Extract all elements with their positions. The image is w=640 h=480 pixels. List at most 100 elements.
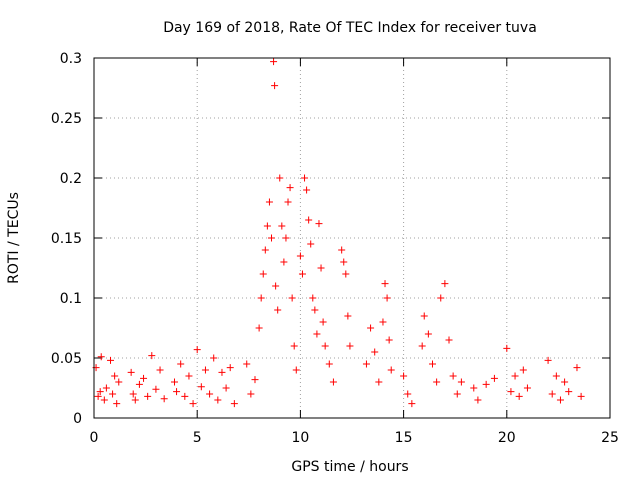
data-point — [404, 390, 412, 398]
data-point — [325, 360, 333, 368]
data-point — [552, 372, 560, 380]
y-tick-label: 0 — [73, 411, 82, 427]
data-point — [548, 390, 556, 398]
data-point — [296, 252, 304, 260]
data-point — [303, 186, 311, 194]
data-point — [449, 372, 457, 380]
data-point — [315, 220, 323, 228]
y-tick-label: 0.15 — [51, 231, 82, 247]
data-point — [362, 360, 370, 368]
data-point — [383, 294, 391, 302]
data-point — [313, 330, 321, 338]
y-tick-label: 0.3 — [60, 51, 82, 67]
data-point — [226, 364, 234, 372]
data-point — [470, 384, 478, 392]
data-point — [111, 372, 119, 380]
data-point — [152, 385, 160, 393]
data-point — [131, 396, 139, 404]
data-point — [309, 294, 317, 302]
data-point — [474, 396, 482, 404]
data-point — [298, 270, 306, 278]
data-point — [270, 58, 278, 66]
data-point — [201, 366, 209, 374]
data-point — [482, 380, 490, 388]
data-point — [170, 378, 178, 386]
data-point — [278, 222, 286, 230]
y-axis-label: ROTI / TECUs — [6, 192, 22, 284]
data-point — [441, 280, 449, 288]
data-point — [344, 312, 352, 320]
data-point — [263, 222, 271, 230]
data-point — [544, 356, 552, 364]
data-point — [102, 384, 110, 392]
data-point — [274, 306, 282, 314]
data-point — [387, 366, 395, 374]
data-point — [385, 336, 393, 344]
data-point — [428, 360, 436, 368]
data-point — [272, 282, 280, 290]
x-axis-label: GPS time / hours — [291, 459, 408, 475]
x-tick-label: 15 — [395, 430, 413, 446]
data-point — [307, 240, 315, 248]
grid — [94, 58, 610, 418]
data-point — [280, 258, 288, 266]
data-point — [247, 390, 255, 398]
data-point — [511, 372, 519, 380]
data-point — [453, 390, 461, 398]
data-point — [276, 174, 284, 182]
data-point — [292, 366, 300, 374]
data-point — [573, 364, 581, 372]
data-point — [206, 390, 214, 398]
data-point — [503, 344, 511, 352]
data-point — [319, 318, 327, 326]
data-point — [290, 342, 298, 350]
data-point — [109, 390, 117, 398]
data-point — [189, 400, 197, 408]
data-point — [424, 330, 432, 338]
data-point — [418, 342, 426, 350]
data-point — [140, 374, 148, 382]
data-point — [181, 392, 189, 400]
plot-frame — [93, 57, 611, 419]
y-tick-label: 0.25 — [51, 111, 82, 127]
data-point — [561, 378, 569, 386]
data-point — [271, 82, 279, 90]
data-point — [519, 366, 527, 374]
data-point — [251, 376, 259, 384]
data-point — [340, 258, 348, 266]
data-point — [257, 294, 265, 302]
x-tick-label: 25 — [601, 430, 619, 446]
data-point — [379, 318, 387, 326]
data-point — [490, 374, 498, 382]
data-point — [144, 392, 152, 400]
data-point — [507, 388, 515, 396]
data-point — [222, 384, 230, 392]
data-point — [338, 246, 346, 254]
data-point — [197, 383, 205, 391]
data-point — [311, 306, 319, 314]
data-point — [321, 342, 329, 350]
data-point — [420, 312, 428, 320]
data-point — [261, 246, 269, 254]
data-point — [282, 234, 290, 242]
data-point — [148, 352, 156, 360]
data-point — [375, 378, 383, 386]
data-point — [127, 368, 135, 376]
data-point — [288, 294, 296, 302]
data-point — [135, 380, 143, 388]
data-point — [115, 378, 123, 386]
data-point — [342, 270, 350, 278]
x-tick-label: 10 — [291, 430, 309, 446]
chart-title: Day 169 of 2018, Rate Of TEC Index for r… — [163, 20, 537, 36]
data-point — [113, 400, 121, 408]
data-point — [286, 184, 294, 192]
x-tick-label: 5 — [193, 430, 202, 446]
data-point — [96, 388, 104, 396]
data-point — [284, 198, 292, 206]
data-point — [243, 360, 251, 368]
data-point — [565, 388, 573, 396]
data-point — [156, 366, 164, 374]
data-point — [381, 280, 389, 288]
data-point — [129, 390, 137, 398]
data-point — [556, 396, 564, 404]
